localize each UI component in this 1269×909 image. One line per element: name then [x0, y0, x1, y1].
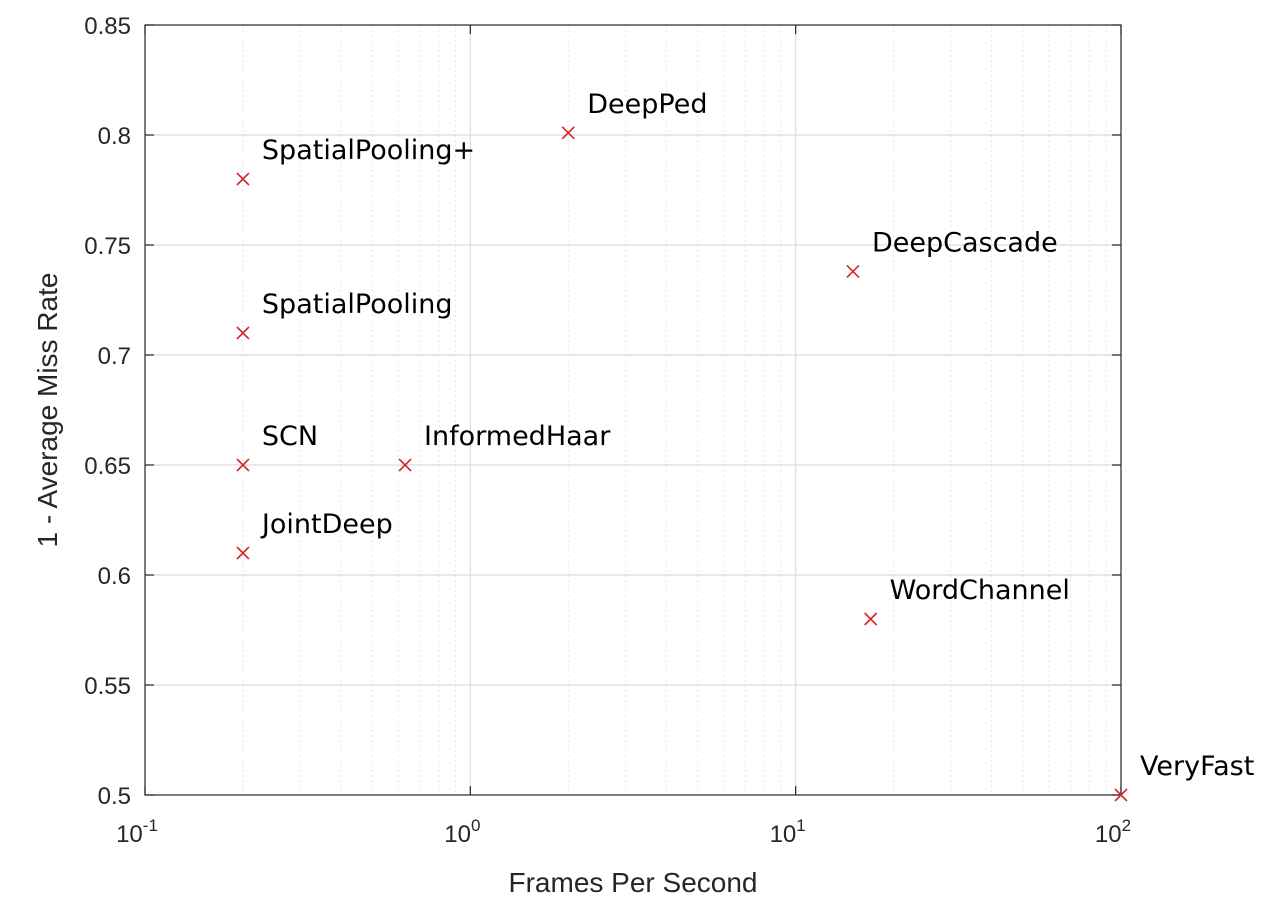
data-point-stroke [398, 458, 412, 472]
data-point-stroke [236, 326, 250, 340]
x-tick-label: 101 [770, 816, 806, 848]
x-tick-label: 10-1 [116, 816, 158, 848]
data-point [561, 126, 575, 140]
data-point-stroke [236, 172, 250, 186]
point-label: JointDeep [260, 509, 393, 540]
tick-labels: 10-1 100 101 102 0.5 0.55 0.6 0.65 0.7 0.75 0.8 0.8… [84, 13, 1131, 848]
y-axis-title: 1 - Average Miss Rate [32, 273, 63, 548]
point-labels: DeepPed SpatialPooling+ DeepCascade Spatial… [260, 89, 1254, 782]
x-axis-title: Frames Per Second [509, 867, 758, 898]
data-point [236, 458, 250, 472]
y-tick-label: 0.85 [84, 13, 131, 40]
data-point [864, 612, 878, 626]
point-label: InformedHaar [424, 421, 611, 452]
point-label: SpatialPooling [262, 289, 453, 320]
y-tick-label: 0.5 [98, 783, 131, 810]
point-label: SpatialPooling+ [262, 135, 475, 166]
y-tick-label: 0.8 [98, 123, 131, 150]
grid [145, 25, 1121, 795]
plot-background [145, 25, 1121, 795]
x-tick-label: 102 [1095, 816, 1131, 848]
y-tick-label: 0.65 [84, 453, 131, 480]
data-point-stroke [561, 126, 575, 140]
data-point [1114, 788, 1128, 802]
plot-frame [144, 24, 1122, 796]
data-point [236, 326, 250, 340]
point-label: DeepPed [587, 89, 707, 120]
data-point-stroke [236, 546, 250, 560]
axes [144, 24, 1122, 796]
data-point-stroke [236, 458, 250, 472]
data-point [846, 264, 860, 278]
point-label: DeepCascade [872, 227, 1058, 258]
data-point-stroke [1114, 788, 1128, 802]
x-tick-label: 100 [444, 816, 480, 848]
y-tick-label: 0.7 [98, 343, 131, 370]
data-points [236, 126, 1128, 802]
y-tick-label: 0.75 [84, 233, 131, 260]
data-point [398, 458, 412, 472]
point-label: WordChannel [890, 575, 1070, 606]
point-label: VeryFast [1140, 751, 1254, 782]
y-tick-label: 0.55 [84, 673, 131, 700]
data-point-stroke [864, 612, 878, 626]
point-label: SCN [262, 421, 318, 452]
data-point [236, 546, 250, 560]
data-point-stroke [846, 264, 860, 278]
y-tick-label: 0.6 [98, 563, 131, 590]
data-point [236, 172, 250, 186]
